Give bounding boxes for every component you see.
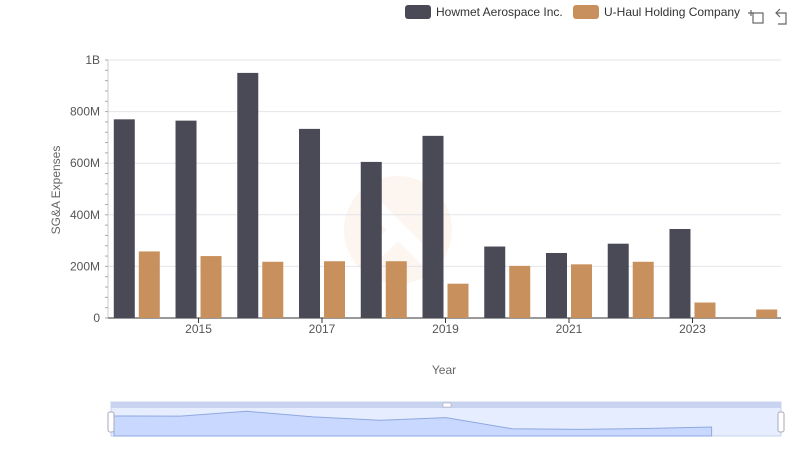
slider-left-handle[interactable] — [107, 411, 115, 433]
legend: Howmet Aerospace Inc. U-Haul Holding Com… — [405, 5, 740, 19]
legend-label-uhaul: U-Haul Holding Company — [604, 5, 740, 19]
legend-label-howmet: Howmet Aerospace Inc. — [436, 5, 563, 19]
bar-uhaul-2014[interactable] — [138, 251, 160, 318]
bar-uhaul-2018[interactable] — [385, 261, 407, 318]
bar-howmet-2021[interactable] — [545, 252, 567, 318]
data-zoom-slider[interactable] — [107, 401, 785, 437]
legend-item-uhaul[interactable]: U-Haul Holding Company — [573, 5, 740, 19]
legend-swatch-uhaul — [573, 5, 599, 19]
x-tick-label: 2017 — [309, 322, 336, 336]
y-axis: 0 200M 400M 600M 800M 1B — [70, 53, 109, 325]
bar-uhaul-2023[interactable] — [694, 302, 716, 318]
data-zoom-icon[interactable] — [748, 10, 764, 24]
bar-uhaul-2019[interactable] — [447, 283, 469, 318]
bar-uhaul-2024[interactable] — [756, 309, 778, 318]
bar-howmet-2014[interactable] — [113, 119, 135, 318]
bar-uhaul-2016[interactable] — [262, 261, 284, 318]
x-tick-label: 2019 — [432, 322, 459, 336]
x-tick-label: 2023 — [679, 322, 706, 336]
bar-howmet-2023[interactable] — [669, 228, 691, 318]
y-tick-label: 400M — [70, 208, 100, 222]
bar-uhaul-2020[interactable] — [509, 265, 531, 318]
bar-howmet-2022[interactable] — [607, 243, 629, 318]
bar-uhaul-2017[interactable] — [324, 261, 346, 318]
bar-howmet-2019[interactable] — [422, 135, 444, 318]
bar-howmet-2016[interactable] — [237, 72, 259, 319]
x-tick-label: 2015 — [185, 322, 212, 336]
x-axis-title: Year — [432, 363, 456, 377]
y-axis-title: SG&A Expenses — [49, 146, 63, 235]
y-tick-label: 200M — [70, 259, 100, 273]
bar-uhaul-2015[interactable] — [200, 256, 222, 318]
y-tick-label: 800M — [70, 105, 100, 119]
slider-preview-area — [113, 410, 713, 437]
bar-howmet-2018[interactable] — [360, 161, 382, 318]
bar-howmet-2015[interactable] — [175, 120, 197, 318]
y-tick-label: 600M — [70, 156, 100, 170]
bar-uhaul-2021[interactable] — [570, 264, 592, 318]
y-tick-label: 1B — [85, 53, 100, 67]
bar-uhaul-2022[interactable] — [632, 261, 654, 318]
slider-right-handle[interactable] — [777, 411, 785, 433]
bar-howmet-2020[interactable] — [484, 246, 506, 318]
legend-swatch-howmet — [405, 5, 431, 19]
legend-item-howmet[interactable]: Howmet Aerospace Inc. — [405, 5, 563, 19]
x-tick-label: 2021 — [556, 322, 583, 336]
restore-icon[interactable] — [775, 8, 787, 25]
y-tick-label: 0 — [93, 311, 100, 325]
bar-howmet-2017[interactable] — [299, 128, 321, 318]
slider-mid-grip[interactable] — [442, 402, 452, 408]
x-axis: 2015 2017 2019 2021 2023 — [108, 317, 781, 336]
bars — [113, 72, 778, 319]
